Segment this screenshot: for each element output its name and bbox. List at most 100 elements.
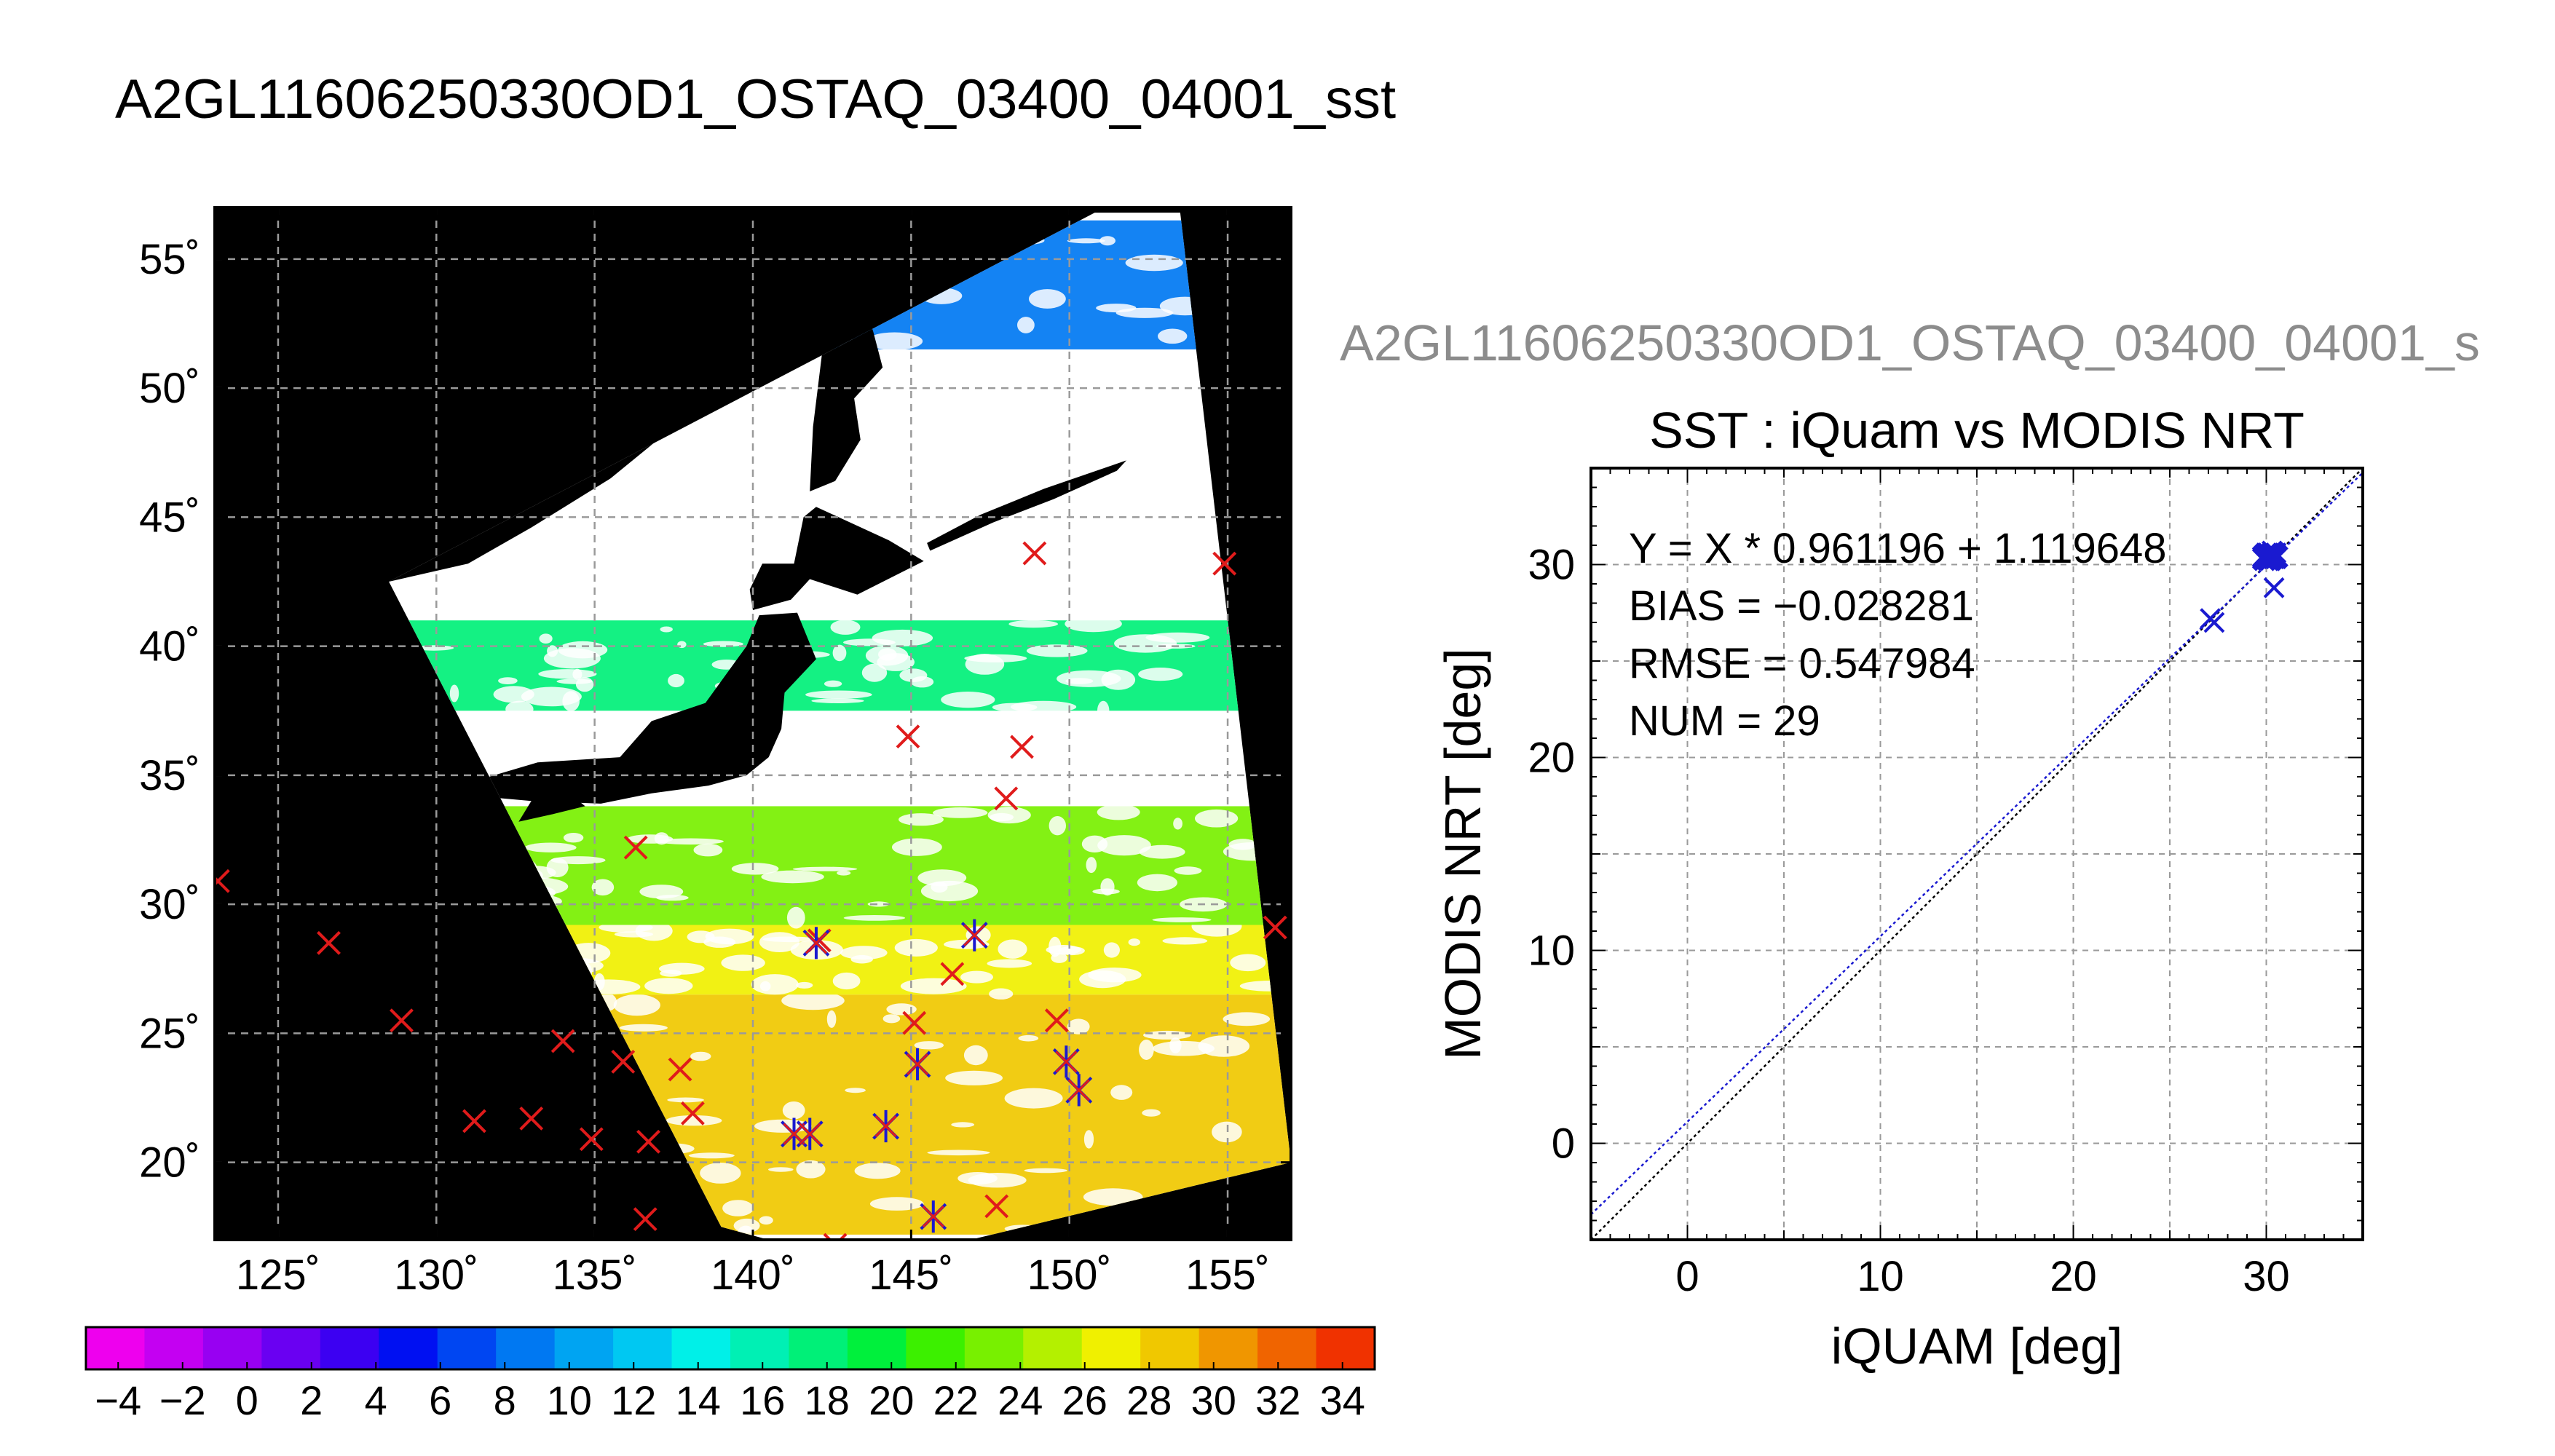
cloud-speck <box>1058 946 1085 956</box>
map-lat-tick-label: 25˚ <box>139 1010 200 1057</box>
colorbar-segment <box>1316 1327 1375 1369</box>
in-situ-marker <box>623 835 648 860</box>
cloud-speck <box>1018 1034 1039 1042</box>
cloud-speck <box>591 879 615 896</box>
cloud-speck <box>1097 700 1110 721</box>
cloud-speck <box>524 842 577 852</box>
scatter-y-tick-label: 30 <box>1528 542 1575 589</box>
in-situ-marker <box>1044 1008 1069 1033</box>
cloud-speck <box>920 880 979 902</box>
cloud-speck <box>1162 937 1208 945</box>
cloud-speck <box>1139 844 1185 859</box>
in-situ-marker <box>668 1057 692 1082</box>
matchup-marker-overlay <box>799 1123 821 1145</box>
cloud-speck <box>613 994 660 1016</box>
matchup-marker-overlay <box>1067 1079 1090 1101</box>
cloud-speck <box>826 1010 837 1028</box>
cloud-speck <box>690 1051 711 1061</box>
cloud-speck <box>832 644 847 662</box>
in-situ-marker <box>994 786 1019 811</box>
colorbar-tick-label: 16 <box>740 1377 785 1423</box>
land-mass <box>749 507 924 610</box>
in-situ-marker <box>902 1010 927 1035</box>
cloud-speck <box>449 684 459 703</box>
colorbar-tick-label: 2 <box>300 1377 323 1423</box>
cloud-speck <box>703 641 743 647</box>
map-markers <box>215 541 1287 1240</box>
cloud-speck <box>1011 700 1077 713</box>
cloud-speck <box>866 332 923 350</box>
in-situ-marker <box>896 724 920 749</box>
scatter-y-axis-label: MODIS NRT [deg] <box>1434 648 1491 1059</box>
cloud-speck <box>843 915 906 921</box>
scatter-annotation: BIAS = −0.028281 <box>1629 582 1974 630</box>
overlay-title: A2GL11606250330OD1_OSTAQ_03400_04001_s <box>1340 314 2480 371</box>
cloud-speck <box>1065 615 1122 633</box>
colorbar-segment <box>320 1327 380 1369</box>
cloud-speck <box>1195 809 1239 828</box>
scatter-y-tick-label: 10 <box>1528 927 1575 975</box>
in-situ-marker <box>550 1029 575 1053</box>
cloud-speck <box>796 1160 826 1179</box>
map-lat-tick-label: 45˚ <box>139 494 200 541</box>
colorbar-tick-label: 0 <box>236 1377 258 1423</box>
colorbar-tick-label: 10 <box>547 1377 592 1423</box>
cloud-speck <box>639 885 684 899</box>
land-mass <box>927 460 1126 551</box>
cloud-speck <box>941 692 995 708</box>
cloud-speck <box>1223 1012 1271 1026</box>
cloud-speck <box>869 1197 924 1211</box>
cloud-speck <box>688 1152 735 1159</box>
map-lon-tick-label: 150˚ <box>1027 1251 1112 1299</box>
cloud-speck <box>987 959 1032 968</box>
cloud-speck <box>998 939 1027 959</box>
cloud-speck <box>547 645 558 657</box>
cloud-speck <box>1103 942 1120 958</box>
cloud-speck <box>550 856 606 865</box>
cloud-speck <box>1173 818 1182 830</box>
land-mass <box>467 612 816 804</box>
matchup-marker-overlay <box>805 932 828 954</box>
cloud-speck <box>700 1163 741 1184</box>
scatter-point <box>2265 548 2287 569</box>
cloud-speck <box>867 901 890 907</box>
scatter-x-tick-label: 0 <box>1675 1253 1699 1300</box>
cloud-speck <box>886 1003 917 1016</box>
scatter-title: SST : iQuam vs MODIS NRT <box>1649 402 2305 459</box>
cloud-speck <box>1174 866 1202 875</box>
colorbar-segment <box>437 1327 497 1369</box>
cloud-speck <box>845 1088 866 1093</box>
scatter-point <box>2263 577 2285 598</box>
colorbar-segment <box>1257 1327 1317 1369</box>
cloud-speck <box>1092 888 1120 895</box>
cloud-speck <box>768 1167 794 1172</box>
cloud-speck <box>751 974 799 995</box>
cloud-speck <box>1049 816 1067 836</box>
cloud-speck <box>657 838 724 845</box>
colorbar-tick-label: 34 <box>1320 1377 1365 1423</box>
cloud-speck <box>627 834 674 844</box>
cloud-speck <box>1067 238 1105 244</box>
cloud-speck <box>1114 634 1177 653</box>
in-situ-marker <box>1263 915 1287 940</box>
colorbar-tick-label: −2 <box>159 1377 206 1423</box>
cloud-speck <box>882 1014 901 1024</box>
scatter-annotation: NUM = 29 <box>1629 697 1820 745</box>
colorbar-tick-label: 32 <box>1255 1377 1300 1423</box>
cloud-speck <box>824 680 842 687</box>
cloud-speck <box>693 843 723 857</box>
cloud-speck <box>1097 804 1140 820</box>
colorbar-tick-label: 18 <box>805 1377 850 1423</box>
colorbar-tick-label: 12 <box>611 1377 656 1423</box>
map-lon-tick-label: 135˚ <box>553 1251 637 1299</box>
map-lon-tick-label: 145˚ <box>869 1251 953 1299</box>
colorbar-segment <box>1140 1327 1200 1369</box>
cloud-speck <box>811 698 864 703</box>
regression-line <box>1591 472 2363 1216</box>
map-lat-tick-label: 20˚ <box>139 1139 200 1187</box>
cloud-speck <box>1142 1109 1161 1117</box>
colorbar-segment <box>86 1327 146 1369</box>
colorbar-segment <box>613 1327 673 1369</box>
in-situ-marker <box>519 1106 544 1131</box>
